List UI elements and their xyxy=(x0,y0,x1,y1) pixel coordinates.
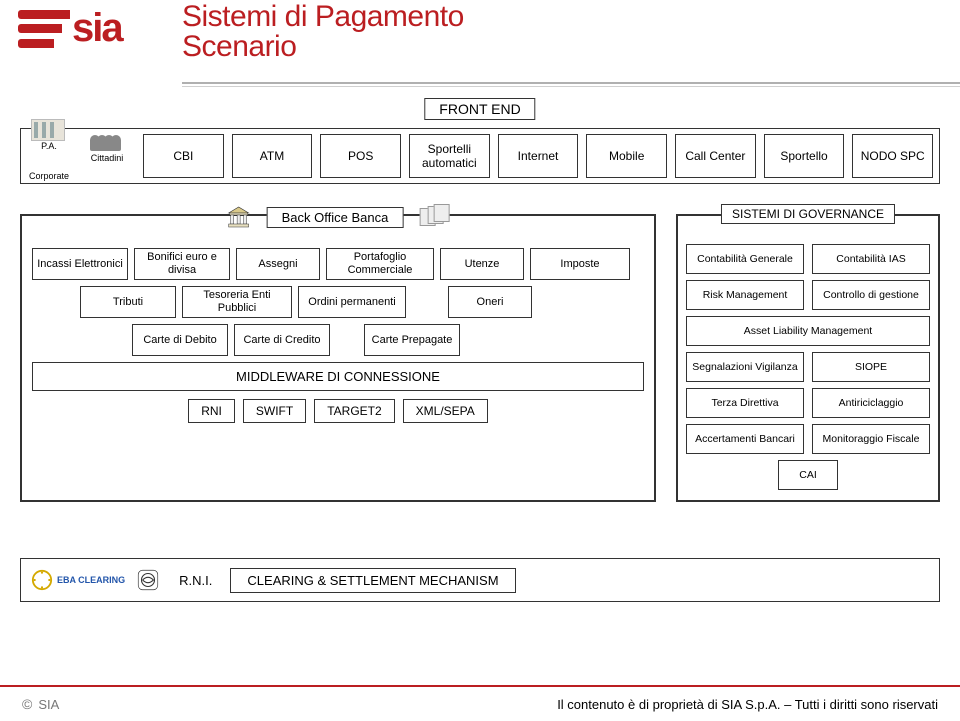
bo-imposte: Imposte xyxy=(530,248,630,280)
gov-cai: CAI xyxy=(778,460,838,490)
back-office-header: Back Office Banca xyxy=(227,204,450,230)
front-end-actors: P.A. Cittadini Corporate xyxy=(27,133,135,179)
net-target2: TARGET2 xyxy=(314,399,394,423)
channel-atm: ATM xyxy=(232,134,313,178)
people-icon xyxy=(87,135,127,153)
gov-accertamenti: Accertamenti Bancari xyxy=(686,424,804,454)
governance-panel: SISTEMI DI GOVERNANCE Contabilità Genera… xyxy=(676,214,940,502)
footer-left: © SIA xyxy=(22,696,59,712)
gov-risk-management: Risk Management xyxy=(686,280,804,310)
header-rule-2 xyxy=(182,86,960,87)
actor-cittadini-label: Cittadini xyxy=(91,153,124,163)
front-end-label: FRONT END xyxy=(424,98,535,120)
bo-carte-prepagate: Carte Prepagate xyxy=(364,324,460,356)
channel-cbi: CBI xyxy=(143,134,224,178)
building-icon xyxy=(31,119,65,141)
bo-ordini: Ordini permanenti xyxy=(298,286,406,318)
bo-row-3: Carte di Debito Carte di Credito Carte P… xyxy=(32,324,644,356)
actor-pa: P.A. xyxy=(31,119,67,151)
page: sia Sistemi di Pagamento Scenario FRONT … xyxy=(0,0,960,721)
swift-logo-icon xyxy=(135,567,161,593)
title-line-2: Scenario xyxy=(182,30,464,64)
back-office-title: Back Office Banca xyxy=(267,207,404,228)
net-rni: RNI xyxy=(188,399,235,423)
header-rule-1 xyxy=(182,82,960,84)
logo-text: sia xyxy=(72,6,122,51)
channel-pos: POS xyxy=(320,134,401,178)
footer-brand: SIA xyxy=(38,697,59,712)
logo: sia xyxy=(18,6,122,51)
bo-tesoreria: Tesoreria Enti Pubblici xyxy=(182,286,292,318)
servers-icon xyxy=(419,204,449,230)
channel-internet: Internet xyxy=(498,134,579,178)
gov-asset-liability: Asset Liability Management xyxy=(686,316,930,346)
back-office-grid: Incassi Elettronici Bonifici euro e divi… xyxy=(32,248,644,356)
gov-siope: SIOPE xyxy=(812,352,930,382)
back-office-panel: Back Office Banca Incassi Elettronici Bo… xyxy=(20,214,656,502)
net-swift: SWIFT xyxy=(243,399,306,423)
net-xmlsepa: XML/SEPA xyxy=(403,399,488,423)
logo-eba-clearing: EBA CLEARING xyxy=(31,569,125,591)
bo-portafoglio: Portafoglio Commerciale xyxy=(326,248,434,280)
channel-sportelli-automatici: Sportelli automatici xyxy=(409,134,490,178)
bo-assegni: Assegni xyxy=(236,248,320,280)
channel-sportello: Sportello xyxy=(764,134,845,178)
logo-stripes-icon xyxy=(18,10,70,48)
clearing-text: CLEARING & SETTLEMENT MECHANISM xyxy=(230,568,515,593)
actor-pa-label: P.A. xyxy=(31,141,67,151)
channel-call-center: Call Center xyxy=(675,134,756,178)
rni-label: R.N.I. xyxy=(179,573,212,588)
channel-mobile: Mobile xyxy=(586,134,667,178)
bo-carte-credito: Carte di Credito xyxy=(234,324,330,356)
eba-stars-icon xyxy=(31,569,53,591)
gov-segnalazioni: Segnalazioni Vigilanza xyxy=(686,352,804,382)
footer-right: Il contenuto è di proprietà di SIA S.p.A… xyxy=(557,697,938,712)
bo-tributi: Tributi xyxy=(80,286,176,318)
gov-contabilita-generale: Contabilità Generale xyxy=(686,244,804,274)
title-line-1: Sistemi di Pagamento xyxy=(182,0,464,34)
actor-corporate: Corporate xyxy=(29,171,69,181)
networks-row: RNI SWIFT TARGET2 XML/SEPA xyxy=(32,399,644,423)
clearing-logos: EBA CLEARING R.N.I. xyxy=(31,567,212,593)
logo-eba-text: EBA CLEARING xyxy=(57,575,125,585)
middleware-label: MIDDLEWARE DI CONNESSIONE xyxy=(32,362,644,391)
governance-title: SISTEMI DI GOVERNANCE xyxy=(721,204,895,224)
copyright-symbol: © xyxy=(22,696,32,712)
gov-monitoraggio: Monitoraggio Fiscale xyxy=(812,424,930,454)
middle-row: Back Office Banca Incassi Elettronici Bo… xyxy=(20,214,940,502)
channel-nodo-spc: NODO SPC xyxy=(852,134,933,178)
bo-oneri: Oneri xyxy=(448,286,532,318)
bo-carte-debito: Carte di Debito xyxy=(132,324,228,356)
bo-bonifici: Bonifici euro e divisa xyxy=(134,248,230,280)
bo-incassi-elettronici: Incassi Elettronici xyxy=(32,248,128,280)
front-end-row: P.A. Cittadini Corporate CBI ATM POS Spo… xyxy=(20,128,940,184)
governance-grid: Contabilità Generale Contabilità IAS Ris… xyxy=(686,244,930,490)
gov-terza-direttiva: Terza Direttiva xyxy=(686,388,804,418)
footer: © SIA Il contenuto è di proprietà di SIA… xyxy=(0,687,960,721)
bo-row-1: Incassi Elettronici Bonifici euro e divi… xyxy=(32,248,644,280)
gov-controllo-gestione: Controllo di gestione xyxy=(812,280,930,310)
bo-utenze: Utenze xyxy=(440,248,524,280)
clearing-row: EBA CLEARING R.N.I. CLEARING & SETTLEMEN… xyxy=(20,558,940,602)
gov-contabilita-ias: Contabilità IAS xyxy=(812,244,930,274)
bank-icon xyxy=(227,205,251,229)
page-title: Sistemi di Pagamento Scenario xyxy=(182,0,464,64)
bo-row-2: Tributi Tesoreria Enti Pubblici Ordini p… xyxy=(32,286,644,318)
actor-cittadini: Cittadini xyxy=(81,135,133,163)
gov-antiriciclaggio: Antiriciclaggio xyxy=(812,388,930,418)
